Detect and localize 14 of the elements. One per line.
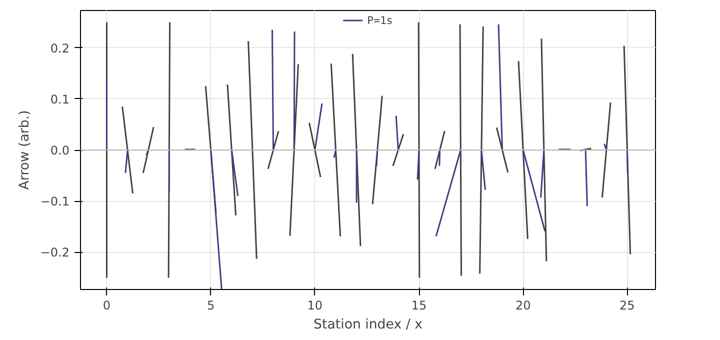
x-axis-title: Station index / x [314, 318, 423, 332]
legend-label: P=1s [367, 14, 393, 26]
x-tick-label: 10 [307, 298, 323, 312]
y-tick-label: −0.1 [40, 194, 70, 209]
y-axis-title: Arrow (arb.) [17, 110, 32, 190]
x-tick-label: 5 [207, 298, 215, 312]
y-tick-label: −0.2 [40, 246, 70, 260]
y-tick-label: 0.1 [50, 92, 70, 106]
x-tick-label: 0 [102, 298, 111, 312]
y-tick-label: 0.2 [50, 41, 70, 56]
x-tick-label: 25 [620, 298, 635, 312]
y-tick-label: 0.0 [50, 144, 70, 158]
x-tick-label: 20 [515, 298, 531, 312]
x-tick-label: 15 [411, 298, 427, 312]
